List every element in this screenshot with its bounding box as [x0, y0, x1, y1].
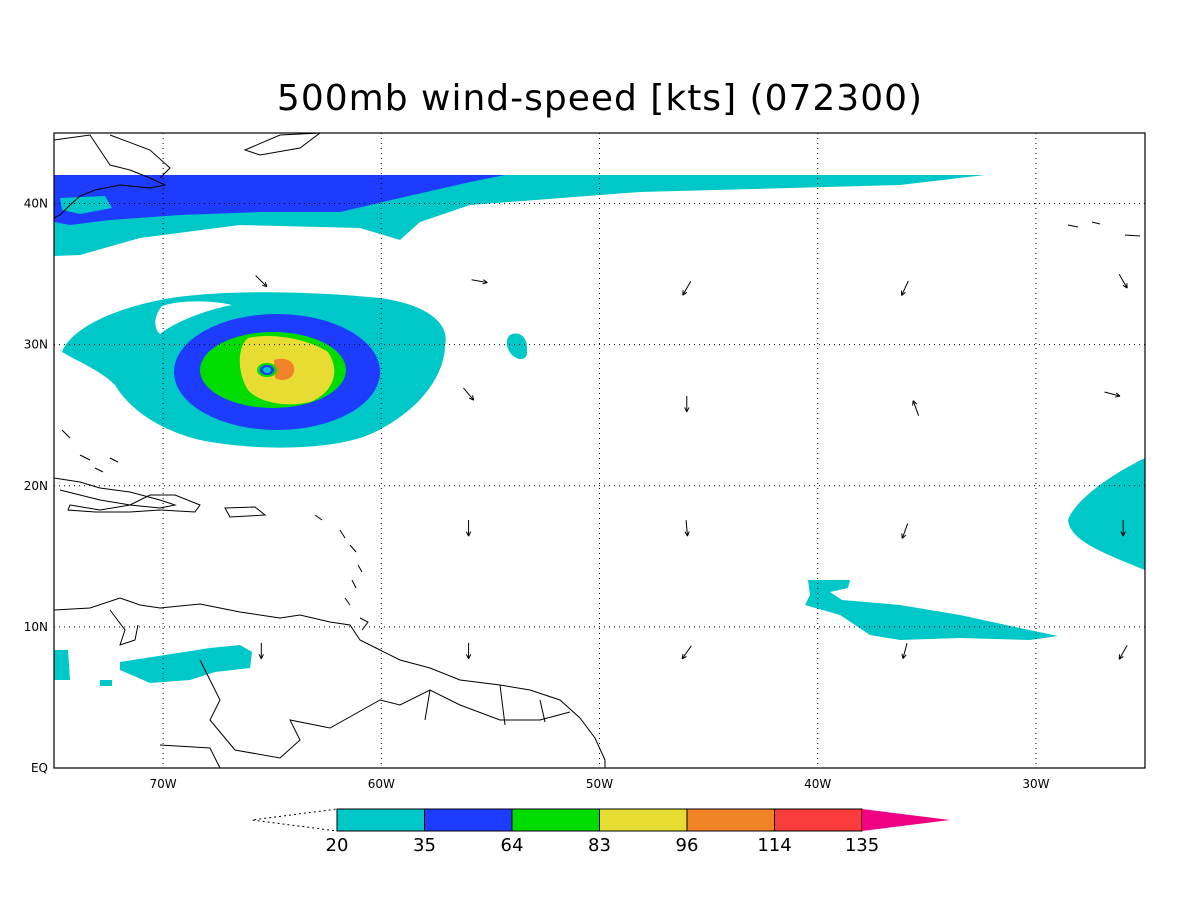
lat-tick-label-3: 30N: [24, 338, 48, 352]
colorbar-label-6: 135: [845, 835, 879, 856]
colorbar-label-5: 114: [757, 835, 791, 856]
colorbar-box-2: [512, 809, 600, 831]
colorbar-below-triangle: [252, 809, 337, 831]
colorbar-label-0: 20: [326, 835, 349, 856]
colorbar-box-4: [687, 809, 775, 831]
lon-tick-labels: 70W 60W 50W 40W 30W: [150, 777, 1050, 791]
colorbar: 20 35 64 83 96 114 135: [252, 809, 950, 856]
cyan-patch-dot: [100, 680, 112, 686]
lat-tick-label-0: EQ: [31, 761, 48, 775]
colorbar-box-3: [600, 809, 688, 831]
cyan-patch-west-edge: [54, 650, 70, 680]
colorbar-label-2: 64: [501, 835, 524, 856]
lat-tick-labels: EQ 10N 20N 30N 40N: [24, 197, 48, 775]
lon-tick-label-3: 40W: [804, 777, 831, 791]
lat-tick-label-1: 10N: [24, 620, 48, 634]
colorbar-box-0: [337, 809, 425, 831]
colorbar-label-4: 96: [676, 835, 699, 856]
colorbar-above-triangle: [862, 809, 950, 831]
colorbar-label-1: 35: [413, 835, 436, 856]
lon-tick-label-4: 30W: [1022, 777, 1049, 791]
colorbar-box-5: [775, 809, 863, 831]
hurricane-eye-cyan: [263, 367, 271, 373]
lon-tick-label-2: 50W: [586, 777, 613, 791]
lon-tick-label-0: 70W: [150, 777, 177, 791]
colorbar-box-1: [425, 809, 513, 831]
colorbar-label-3: 83: [588, 835, 611, 856]
lat-tick-label-4: 40N: [24, 197, 48, 211]
map-title: 500mb wind-speed [kts] (072300): [0, 78, 1200, 119]
lon-tick-label-1: 60W: [368, 777, 395, 791]
lat-tick-label-2: 20N: [24, 479, 48, 493]
